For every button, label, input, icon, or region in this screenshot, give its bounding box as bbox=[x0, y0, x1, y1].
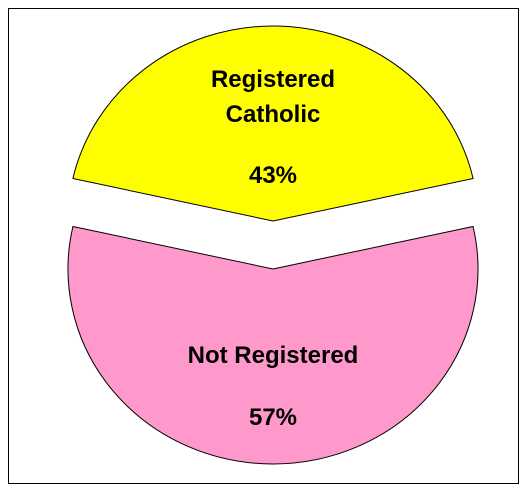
value-label: 43% bbox=[248, 162, 298, 189]
value-label: 57% bbox=[248, 404, 298, 431]
slice-label: Registered Catholic bbox=[210, 66, 336, 128]
pie-slice bbox=[67, 225, 479, 465]
pie-slice bbox=[72, 25, 474, 222]
slice-label: Not Registered bbox=[187, 342, 359, 369]
